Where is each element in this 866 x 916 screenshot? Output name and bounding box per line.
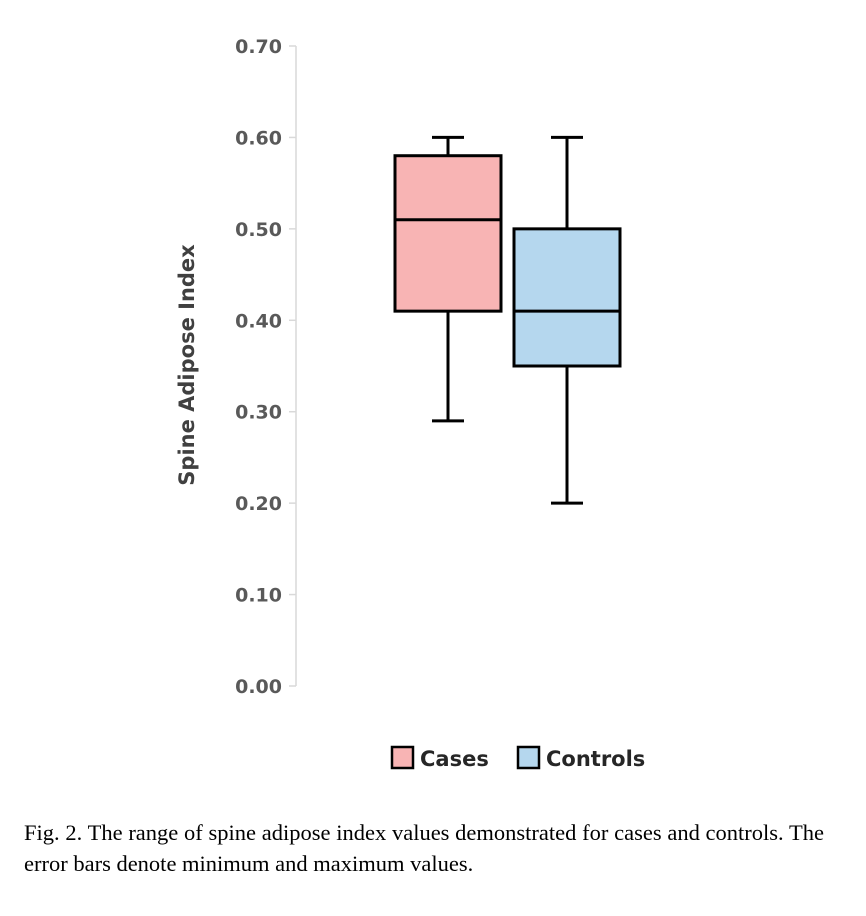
box-plot-chart: 0.00 0.10 0.20 0.30 0.40 0.50 0.60 0.70 Cases Co…	[175, 36, 645, 771]
legend-label: Controls	[546, 747, 645, 771]
y-tick-label: 0.50	[235, 219, 282, 241]
y-tick-label: 0.70	[235, 36, 282, 58]
legend-label: Cases	[420, 747, 489, 771]
y-tick-label: 0.10	[235, 585, 282, 607]
box-controls	[512, 135, 622, 505]
legend-item-controls: Controls	[516, 745, 645, 771]
legend-swatch	[516, 745, 541, 770]
y-axis-title: Spine Adipose Index	[175, 244, 199, 486]
legend-item-cases: Cases	[390, 745, 489, 771]
legend-swatch	[390, 745, 415, 770]
y-tick-label: 0.40	[235, 310, 282, 332]
box-cases	[393, 135, 503, 423]
iqr-box	[512, 227, 622, 368]
legend: Cases Controls	[390, 745, 645, 771]
y-tick-label: 0.20	[235, 493, 282, 515]
figure-caption: Fig. 2. The range of spine adipose index…	[24, 820, 824, 876]
iqr-box	[393, 154, 503, 313]
y-axis: 0.00 0.10 0.20 0.30 0.40 0.50 0.60 0.70	[235, 36, 297, 698]
y-tick-label: 0.00	[235, 676, 282, 698]
plot-area	[393, 135, 622, 505]
y-tick-label: 0.60	[235, 127, 282, 149]
y-tick-label: 0.30	[235, 402, 282, 424]
